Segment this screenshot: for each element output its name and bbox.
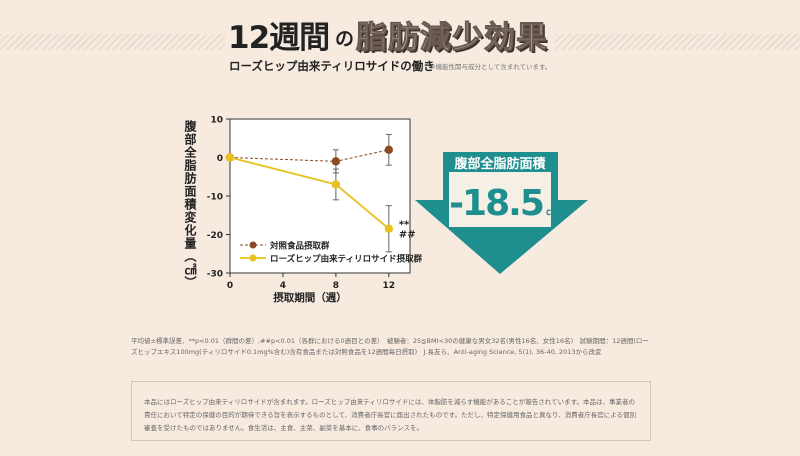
y-axis-label: 腹部全脂肪面積変化量（㎠）	[183, 120, 197, 289]
y-tick-label: -10	[207, 193, 223, 203]
data-point	[331, 157, 341, 166]
data-point	[225, 153, 235, 162]
y-tick-label: 10	[210, 116, 223, 126]
decorative-stripe-right	[555, 34, 800, 50]
title-particle: の	[335, 28, 355, 50]
disclaimer-box: 本品にはローズヒップ由来ティリロサイドが含まれます。ローズヒップ由来ティリロサイ…	[131, 381, 651, 441]
subtitle-note: ※機能性関与成分として含まれています。	[430, 63, 552, 71]
title-accent: 脂肪減少効果	[356, 20, 548, 57]
legend-marker	[249, 241, 257, 249]
x-tick-label: 4	[280, 281, 286, 291]
data-point	[384, 145, 394, 154]
subtitle: ローズヒップ由来ティリロサイドの働き	[229, 59, 435, 73]
legend-marker	[249, 254, 257, 262]
legend-label: 対照食品摂取群	[269, 241, 330, 252]
x-tick-label: 8	[333, 281, 339, 291]
x-axis-label: 摂取期間（週）	[273, 291, 347, 304]
callout-label: 腹部全脂肪面積	[454, 156, 546, 172]
plot-area	[229, 118, 411, 274]
legend-label: ローズヒップ由来ティリロサイド摂取群	[270, 254, 423, 265]
disclaimer-text: 本品にはローズヒップ由来ティリロサイドが含まれます。ローズヒップ由来ティリロサイ…	[144, 398, 637, 432]
data-point	[331, 180, 341, 189]
x-tick-label: 0	[227, 281, 233, 291]
callout-panel	[449, 172, 551, 227]
footnote: 平均値±標準誤差、**p<0.01（群間の差）,##p<0.01（各群における0…	[131, 337, 649, 356]
y-tick-label: 0	[217, 154, 223, 164]
y-tick-label: -20	[207, 231, 223, 241]
callout-unit: ㎠	[546, 205, 556, 218]
y-tick-label: -30	[207, 270, 223, 280]
x-tick-label: 12	[383, 281, 396, 291]
significance-marker: **	[399, 220, 410, 231]
callout-value: -18.5	[449, 183, 543, 224]
decorative-stripe-left	[0, 34, 225, 50]
title-main: 12週間	[228, 20, 330, 56]
page-title: 12週間 の 脂肪減少効果	[228, 8, 568, 57]
data-point	[384, 224, 394, 233]
significance-marker: ##	[399, 230, 416, 241]
